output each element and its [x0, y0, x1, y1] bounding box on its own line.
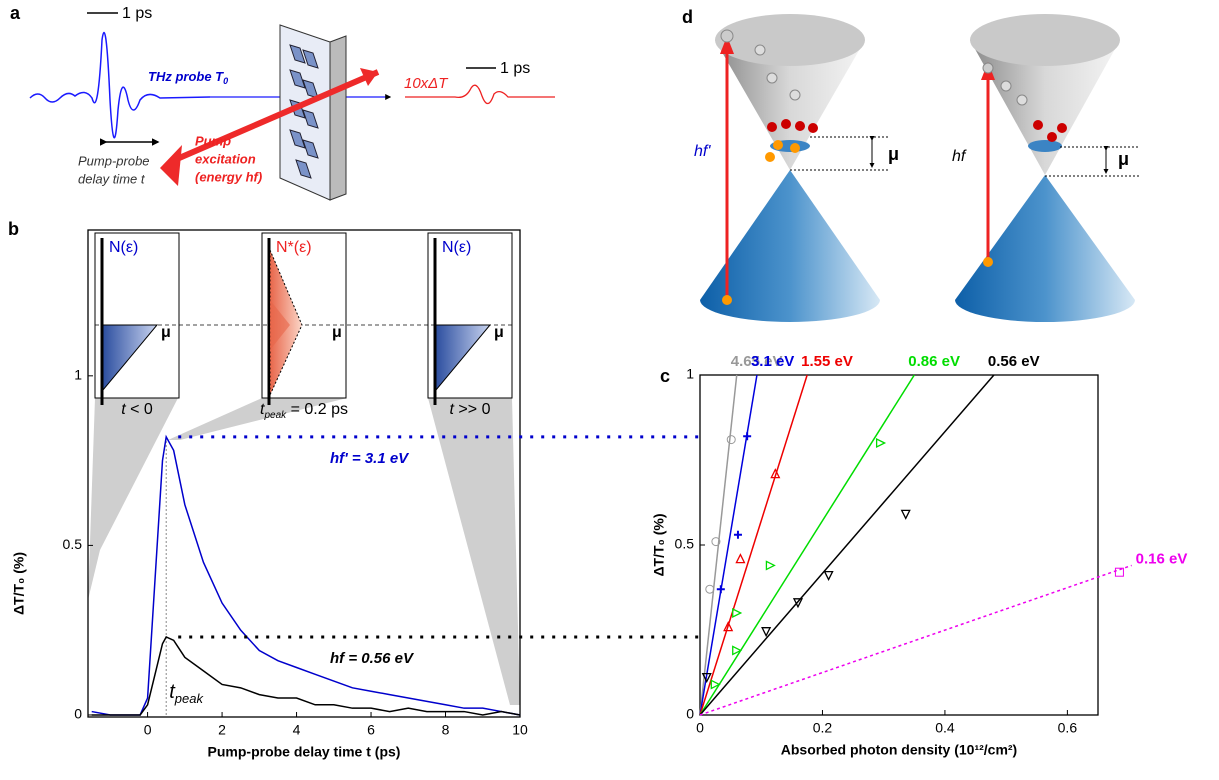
mu-label: μ	[888, 144, 899, 164]
x-tick-label: 0.4	[935, 720, 955, 736]
point	[766, 561, 774, 569]
scale-label: 1 ps	[500, 60, 530, 77]
y-axis-label: ΔT/T₀ (%)	[11, 552, 27, 615]
point	[736, 555, 744, 563]
inset-label: t >> 0	[450, 401, 491, 418]
figure: a 1 ps THz probe T0 Pump-probe delay tim…	[0, 0, 1219, 780]
delay-label: delay time t	[78, 171, 146, 186]
point	[743, 432, 751, 440]
pump-head2	[160, 145, 182, 186]
cone-top	[715, 14, 865, 66]
probe-wave	[30, 33, 210, 138]
photon-label: hf	[952, 148, 967, 165]
cone	[955, 175, 1135, 322]
point	[902, 510, 910, 518]
point	[877, 439, 885, 447]
inset-fans	[88, 398, 520, 705]
probe-label: THz probe T0	[148, 69, 228, 86]
x-axis-label: Pump-probe delay time t (ps)	[208, 744, 401, 760]
inset-label-part: = 0.2 ps	[286, 401, 348, 418]
panel-letter: b	[8, 219, 19, 239]
x-tick-label: 0	[144, 722, 152, 738]
point	[727, 436, 735, 444]
fit-line	[700, 375, 994, 715]
mu-label: μ	[161, 324, 171, 341]
pump-label: excitation	[195, 151, 256, 166]
inset-title: N(ε)	[109, 239, 138, 256]
series-label: hf' = 3.1 eV	[330, 450, 410, 467]
mu-label: μ	[332, 324, 342, 341]
panel-letter: a	[10, 3, 21, 23]
inset-label: t < 0	[121, 401, 153, 418]
point	[717, 585, 725, 593]
y-tick-label: 0.5	[63, 536, 83, 552]
fit-line	[700, 375, 914, 715]
series-label: 3.1 eV	[751, 353, 794, 370]
mu-label: μ	[494, 324, 504, 341]
probe-sub: 0	[223, 76, 228, 86]
fermi-sea	[1028, 140, 1062, 152]
fit-line	[700, 375, 757, 715]
series-label: 0.56 eV	[988, 353, 1040, 370]
panel-d: d μ μ hf' hf	[682, 7, 1140, 322]
pump-label: (energy hf)	[195, 169, 262, 184]
x-tick-label: 8	[442, 722, 450, 738]
data-line	[92, 637, 520, 715]
peak-label: tpeak	[169, 681, 204, 706]
point	[733, 609, 741, 617]
point	[825, 572, 833, 580]
series-label: 0.86 eV	[908, 353, 960, 370]
inset-title: N*(ε)	[276, 239, 312, 256]
inset-title: N(ε)	[442, 239, 471, 256]
panel-letter: c	[660, 366, 670, 386]
y-tick-label: 0.5	[675, 536, 695, 552]
x-axis-label: Absorbed photon density (10¹²/cm²)	[781, 742, 1017, 758]
probe-text: THz probe T	[148, 69, 224, 84]
mu-label: μ	[1118, 149, 1129, 169]
sample-side	[330, 36, 346, 200]
x-tick-label: 10	[512, 722, 528, 738]
cone-top	[970, 14, 1120, 66]
inset-label-part: >> 0	[454, 401, 491, 418]
x-tick-label: 0	[696, 720, 704, 736]
y-tick-label: 1	[686, 366, 694, 382]
point	[734, 531, 742, 539]
y-tick-label: 1	[74, 367, 82, 383]
signal-label: 10xΔT	[404, 75, 449, 92]
x-tick-label: 0.6	[1058, 720, 1078, 736]
y-tick-label: 0	[686, 706, 694, 722]
x-tick-label: 2	[218, 722, 226, 738]
scale-label: 1 ps	[122, 5, 152, 22]
series-label: 0.16 eV	[1136, 550, 1188, 567]
series-label: hf = 0.56 eV	[330, 650, 415, 667]
y-axis-label: ΔT/T₀ (%)	[651, 513, 667, 576]
inset-label-part: peak	[263, 410, 287, 421]
delay-label: Pump-probe	[78, 153, 150, 168]
fit-line	[700, 375, 807, 715]
panel-a: a 1 ps THz probe T0 Pump-probe delay tim…	[10, 3, 555, 200]
x-tick-label: 6	[367, 722, 375, 738]
pump-label: Pump	[195, 133, 231, 148]
peak-label-part: peak	[174, 691, 205, 706]
y-tick-label: 0	[74, 706, 82, 722]
photon-label: hf'	[694, 143, 711, 160]
x-tick-label: 4	[293, 722, 301, 738]
series-label: 1.55 eV	[801, 353, 853, 370]
pump-beam	[170, 72, 378, 162]
panel-letter: d	[682, 7, 693, 27]
x-tick-label: 0.2	[813, 720, 833, 736]
plot-frame	[700, 375, 1098, 715]
point	[706, 585, 714, 593]
inset-label-part: < 0	[126, 401, 153, 418]
